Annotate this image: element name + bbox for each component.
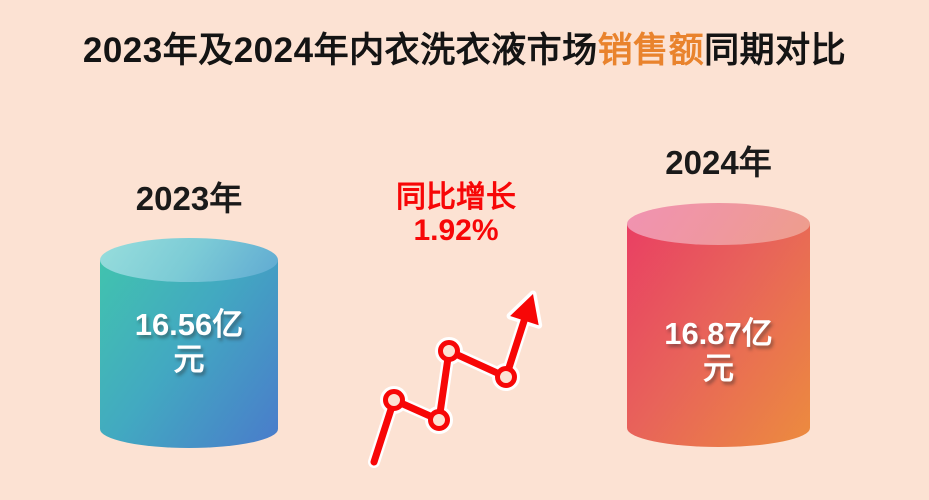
cylinder-2023-top [100, 238, 278, 282]
value-line2: 元 [703, 350, 734, 386]
page-title: 2023年及2024年内衣洗衣液市场销售额同期对比 [0, 22, 929, 73]
year-label-2023: 2023年 [135, 180, 243, 217]
value-line1: 16.56亿 [134, 307, 244, 342]
cylinder-2023-side [100, 260, 278, 448]
title-prefix: 2023年及2024年内衣洗衣液市场 [82, 31, 598, 70]
cylinder-2024-value: 16.87亿 元 [627, 316, 810, 386]
value-line1: 16.87亿 [664, 316, 773, 351]
title-suffix: 同期对比 [704, 31, 847, 70]
zigzag-growth-arrow-icon [368, 290, 543, 468]
title-highlight: 销售额 [597, 31, 705, 70]
cylinder-2024-top [627, 203, 810, 245]
growth-value: 1.92% [413, 214, 499, 247]
trend-arrow-icon [350, 285, 560, 475]
growth-label: 同比增长 [396, 181, 516, 214]
growth-annotation: 同比增长 1.92% [350, 181, 562, 247]
cylinder-2024-side [627, 224, 810, 447]
value-line2: 元 [173, 341, 205, 377]
year-label-2024: 2024年 [665, 144, 772, 181]
cylinder-bar-2024: 16.87亿 元 [627, 203, 810, 447]
cylinder-bar-2023: 16.56亿 元 [100, 238, 278, 448]
cylinder-2023-value: 16.56亿 元 [100, 307, 278, 377]
